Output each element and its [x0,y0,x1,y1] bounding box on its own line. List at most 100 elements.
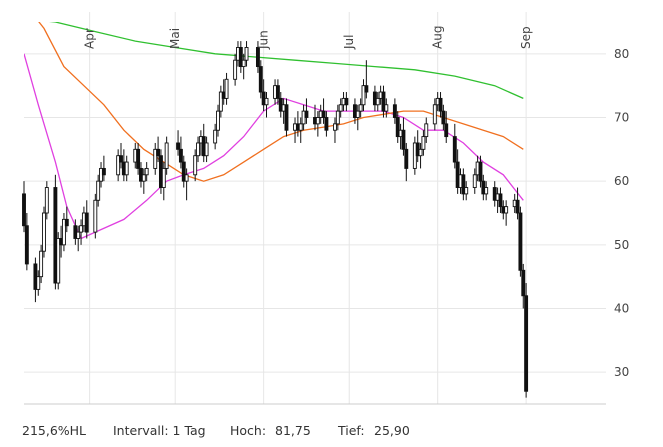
candle [384,98,389,118]
candle-body [79,225,84,233]
candle [464,181,469,201]
candle-body [452,136,457,163]
candle-body [304,110,309,118]
candle-body [96,180,101,201]
candle-body [238,47,243,68]
x-tick-label: Jul [342,35,356,50]
candle-body [53,187,58,284]
candle-body [218,91,223,112]
x-tick-label: Apr [83,28,97,49]
candle-body [404,148,409,169]
candle-body [478,161,483,182]
candle [344,92,349,112]
y-tick-label: 60 [614,174,629,188]
candle-body [64,218,69,227]
candle-body [375,97,380,106]
y-tick-label: 80 [614,47,629,61]
candle-body [444,123,449,138]
candle-body [335,110,340,125]
candle-body [196,142,200,157]
candle [498,187,503,213]
candle-body [136,148,141,169]
candle [275,79,280,105]
candle [44,181,49,220]
candle-body [521,269,526,297]
candle-body [432,104,437,125]
candle [218,85,223,118]
candle-body [464,187,469,195]
candle [335,104,340,131]
candle [421,130,426,156]
price-chart: 30 40 50 60 70 80 Apr Mai Jun Jul Aug Sep [22,12,629,405]
candle [164,136,169,175]
candle [178,136,183,169]
candle-body [39,250,44,278]
low-value: 25,90 [374,423,410,438]
candle-body [213,129,218,144]
x-tick-label: Jun [257,30,271,50]
candle-body [421,136,426,150]
chart-footer: 215,6%HL Intervall: 1 Tag Hoch: 81,75 Ti… [0,420,663,444]
candle [233,53,238,86]
candle [381,85,386,118]
candle-body [364,85,369,93]
candle-body [176,142,181,150]
moving-average-line [24,53,524,240]
candle [144,162,149,182]
candle-body [361,85,366,106]
candle-body [515,199,520,214]
candles [22,41,529,398]
candle [395,111,400,143]
candle-body [119,155,123,163]
candle-body [244,47,249,61]
candle [441,104,446,131]
candle-body [156,148,161,157]
candle [418,142,423,169]
candle [184,168,189,201]
candle-body [381,91,386,112]
candle-body [424,123,429,138]
candle [64,206,69,233]
candle-body [101,167,106,176]
candle [478,155,483,188]
candle-body [184,174,189,182]
candle-body [178,148,183,163]
y-tick-label: 70 [614,111,629,125]
y-tick-label: 30 [614,365,629,379]
interval-label: Intervall: 1 Tag [113,423,206,438]
candle-body [518,212,523,271]
candle [515,187,520,220]
high-value: 81,75 [275,423,311,438]
candle-body [384,104,389,112]
candle [141,168,146,194]
candle-body [355,110,360,118]
candle [452,123,457,169]
candle [56,232,61,290]
low-label: Tief: [338,423,365,438]
candle [358,98,363,118]
candle [375,92,380,112]
candle [216,104,220,137]
candle [404,142,409,182]
candle [79,219,84,245]
range-label: 215,6%HL [22,423,87,438]
candle-body [124,161,129,176]
x-tick-label: Sep [519,26,533,49]
candle-body [338,104,343,112]
candle [258,60,263,99]
candle [93,193,98,239]
candle-body [321,110,326,118]
candle-body [44,187,49,214]
candle [504,200,509,226]
candle-body [164,142,169,169]
candle-body [401,129,406,150]
candle-body [358,104,363,112]
candle-body [233,59,238,80]
candle [461,168,466,201]
x-tick-label: Mai [168,28,182,49]
candle [119,142,123,169]
candle-body [344,97,349,106]
candle-body [84,212,89,233]
candle-body [258,66,263,93]
y-axis: 30 40 50 60 70 80 [614,47,629,379]
